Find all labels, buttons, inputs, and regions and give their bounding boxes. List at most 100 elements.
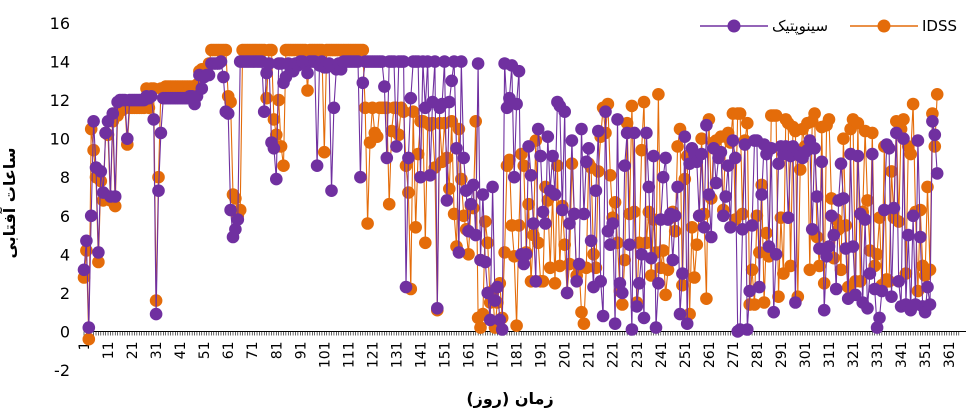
data-point	[517, 257, 531, 271]
data-point	[863, 267, 877, 280]
data-point	[301, 66, 314, 80]
y-tick-label: 6	[60, 207, 70, 226]
data-point	[743, 284, 756, 298]
data-point	[546, 149, 559, 163]
data-point	[683, 307, 696, 321]
data-point	[507, 170, 521, 184]
data-point	[652, 88, 665, 101]
data-point	[866, 126, 879, 140]
data-point	[839, 219, 853, 232]
data-point	[599, 105, 612, 118]
data-point	[685, 221, 699, 234]
data-point	[558, 238, 571, 251]
data-point	[531, 122, 545, 136]
x-tick-label: 121	[365, 341, 381, 368]
data-point	[152, 170, 165, 184]
x-tick-label: 221	[606, 341, 622, 368]
data-point	[870, 248, 884, 261]
data-point	[851, 149, 865, 163]
data-point	[556, 203, 569, 217]
data-point	[596, 309, 610, 323]
data-point	[757, 296, 771, 309]
data-point	[431, 302, 444, 315]
data-point	[310, 159, 324, 172]
data-point	[604, 238, 617, 251]
data-point	[498, 246, 511, 259]
data-point	[589, 184, 603, 197]
data-point	[642, 180, 656, 194]
data-point	[697, 221, 711, 234]
data-point	[152, 184, 165, 197]
data-point	[825, 209, 838, 223]
data-point	[503, 153, 516, 167]
data-point	[753, 246, 766, 259]
data-point	[214, 55, 228, 68]
data-point	[637, 95, 651, 109]
data-point	[548, 277, 562, 290]
data-point	[911, 134, 925, 147]
data-point	[805, 223, 819, 236]
legend-label: IDSS	[922, 17, 957, 35]
data-point	[606, 217, 619, 230]
data-point	[729, 151, 742, 165]
data-point	[625, 99, 639, 113]
data-point	[834, 263, 848, 277]
data-point	[440, 151, 454, 165]
legend-label: سینوپتیک	[772, 17, 828, 36]
data-point	[587, 248, 600, 261]
x-tick-label: 351	[918, 341, 934, 368]
data-point	[678, 130, 692, 143]
data-point	[820, 249, 833, 263]
data-point	[257, 105, 271, 118]
data-point	[769, 248, 783, 261]
x-tick-label: 181	[510, 341, 526, 368]
data-point	[914, 230, 927, 244]
data-point	[145, 90, 158, 103]
data-point	[656, 244, 670, 257]
data-point	[640, 236, 653, 250]
data-point	[575, 122, 588, 136]
data-point	[565, 134, 579, 147]
data-point	[354, 170, 367, 184]
data-point	[548, 188, 562, 201]
data-point	[745, 219, 759, 232]
data-point	[378, 80, 391, 93]
data-point	[464, 197, 478, 211]
data-point	[690, 238, 704, 251]
data-point	[474, 321, 487, 334]
x-tick-label: 341	[894, 341, 910, 368]
data-point	[202, 68, 216, 82]
data-point	[419, 236, 432, 250]
y-axis-title: ساعات آفتابی	[0, 147, 19, 258]
data-point	[272, 93, 286, 107]
data-point	[745, 263, 759, 277]
data-point	[361, 217, 374, 230]
x-tick-label: 71	[245, 341, 261, 359]
data-point	[592, 165, 605, 178]
data-point	[760, 226, 773, 240]
series-layer	[77, 43, 944, 346]
data-point	[409, 221, 423, 234]
data-point	[217, 70, 230, 84]
y-axis-ticks: -2 0 2 4 6 8 10 12 14 16	[50, 14, 70, 380]
data-point	[392, 128, 406, 142]
x-tick-label: 261	[702, 341, 718, 368]
data-point	[625, 323, 639, 336]
data-point	[887, 201, 901, 215]
data-point	[99, 126, 112, 140]
data-point	[858, 213, 872, 226]
data-point	[318, 145, 331, 159]
x-tick-label: 1	[77, 341, 93, 350]
data-point	[491, 280, 504, 294]
data-point	[902, 228, 915, 242]
data-point	[695, 147, 708, 161]
data-point	[755, 188, 768, 201]
data-point	[577, 317, 591, 331]
data-point	[673, 307, 687, 321]
data-point	[815, 155, 829, 169]
data-point	[632, 277, 646, 290]
data-point	[897, 113, 910, 126]
data-point	[551, 159, 564, 172]
data-point	[327, 101, 341, 115]
data-point	[543, 261, 557, 275]
